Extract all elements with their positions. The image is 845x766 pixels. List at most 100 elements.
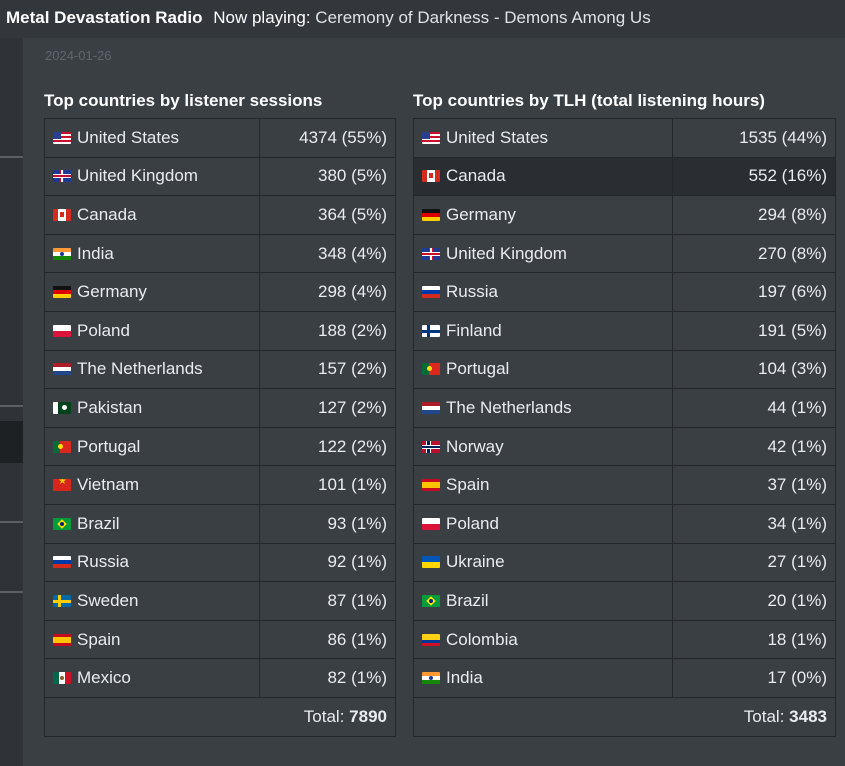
table-row: United Kingdom 380 (5%) (43, 156, 396, 197)
table-row: Vietnam 101 (1%) (43, 465, 396, 505)
country-name: Poland (446, 513, 499, 533)
country-value: 44 (1%) (672, 388, 836, 428)
es-flag-icon (422, 479, 440, 492)
report-date: 2024-01-26 (45, 48, 112, 63)
table-row: India 348 (4%) (43, 233, 396, 274)
country-cell: Portugal (43, 426, 261, 467)
country-name: United States (77, 127, 180, 147)
nl-flag-icon (53, 363, 71, 376)
ua-flag-icon (422, 556, 440, 569)
table-row: Poland 34 (1%) (413, 503, 836, 544)
country-value: 4374 (55%) (259, 118, 396, 158)
country-name: Spain (446, 475, 490, 495)
country-name: United Kingdom (446, 243, 567, 263)
country-value: 18 (1%) (672, 619, 836, 660)
table-row: Spain 86 (1%) (43, 619, 396, 660)
pk-flag-icon (53, 401, 71, 414)
now-playing-track: Ceremony of Darkness - Demons Among Us (315, 8, 651, 27)
country-name: Brazil (77, 513, 120, 533)
table-row: India 17 (0%) (413, 658, 836, 698)
country-value: 188 (2%) (259, 310, 396, 351)
now-playing-label: Now playing: (213, 8, 311, 27)
country-value: 93 (1%) (259, 503, 396, 544)
table-row: Portugal 104 (3%) (413, 349, 836, 390)
table-row: Mexico 82 (1%) (43, 658, 396, 698)
table-row: Brazil 20 (1%) (413, 581, 836, 621)
country-name: Germany (77, 282, 147, 302)
table-row: Spain 37 (1%) (413, 465, 836, 505)
country-value: 380 (5%) (259, 156, 396, 197)
table-row: United States 1535 (44%) (413, 118, 836, 158)
country-cell: India (413, 658, 673, 698)
country-name: The Netherlands (77, 359, 203, 379)
sidebar-item-active[interactable] (0, 421, 23, 463)
country-name: India (446, 668, 483, 688)
country-value: 86 (1%) (259, 619, 396, 660)
total-row: Total: 3483 (413, 696, 836, 737)
country-cell: Ukraine (413, 542, 673, 583)
country-cell: Spain (413, 465, 673, 505)
country-value: 20 (1%) (672, 581, 836, 621)
country-cell: United States (413, 118, 673, 158)
pt-flag-icon (422, 363, 440, 376)
country-value: 552 (16%) (672, 156, 836, 197)
nl-flag-icon (422, 401, 440, 414)
country-cell: Russia (43, 542, 261, 583)
table-row: Ukraine 27 (1%) (413, 542, 836, 583)
country-name: Portugal (77, 436, 141, 456)
table-row: Germany 294 (8%) (413, 195, 836, 235)
total-row: Total: 7890 (44, 696, 396, 737)
sidebar-divider (0, 405, 23, 407)
no-flag-icon (422, 440, 440, 453)
country-cell: Russia (413, 272, 673, 312)
table-row: Colombia 18 (1%) (413, 619, 836, 660)
country-value: 348 (4%) (259, 233, 396, 274)
country-name: Spain (77, 629, 121, 649)
country-name: United Kingdom (77, 166, 198, 186)
country-cell: United States (43, 118, 261, 158)
total-cell: Total: 3483 (413, 696, 836, 737)
country-value: 17 (0%) (672, 658, 836, 698)
country-cell: Germany (43, 272, 261, 312)
total-cell: Total: 7890 (44, 696, 396, 737)
ca-flag-icon (53, 208, 71, 221)
station-name: Metal Devastation Radio (6, 8, 203, 27)
country-cell: Portugal (413, 349, 673, 390)
sessions-table: United States 4374 (55%) United Kingdom 380… (43, 118, 396, 737)
country-cell: Canada (43, 195, 261, 235)
country-name: The Netherlands (446, 397, 572, 417)
country-name: Vietnam (77, 475, 140, 495)
country-name: Pakistan (77, 397, 143, 417)
de-flag-icon (422, 208, 440, 221)
ru-flag-icon (53, 556, 71, 569)
country-name: Portugal (446, 359, 510, 379)
table-row: Poland 188 (2%) (43, 310, 396, 351)
sidebar-divider (0, 156, 23, 158)
country-cell: Norway (413, 426, 673, 467)
header-bar: Metal Devastation Radio Now playing: Cer… (0, 0, 845, 38)
in-flag-icon (53, 247, 71, 260)
br-flag-icon (422, 594, 440, 607)
mx-flag-icon (53, 672, 71, 685)
country-value: 197 (6%) (672, 272, 836, 312)
country-cell: Brazil (413, 581, 673, 621)
country-value: 364 (5%) (259, 195, 396, 235)
table-row: United States 4374 (55%) (43, 118, 396, 158)
country-cell: Sweden (43, 581, 261, 621)
pl-flag-icon (422, 517, 440, 530)
ca-flag-icon (422, 170, 440, 183)
table-row: Norway 42 (1%) (413, 426, 836, 467)
table-row: The Netherlands 44 (1%) (413, 388, 836, 428)
total-label: Total: (303, 706, 345, 726)
sessions-table-title: Top countries by listener sessions (44, 91, 323, 110)
country-value: 82 (1%) (259, 658, 396, 698)
country-name: Sweden (77, 590, 139, 610)
total-value: 7890 (349, 706, 387, 726)
table-row: Canada 552 (16%) (413, 156, 836, 197)
fi-flag-icon (422, 324, 440, 337)
country-cell: The Netherlands (413, 388, 673, 428)
table-row: Sweden 87 (1%) (43, 581, 396, 621)
country-cell: Pakistan (43, 388, 261, 428)
country-value: 92 (1%) (259, 542, 396, 583)
tlh-table-title: Top countries by TLH (total listening ho… (413, 91, 765, 110)
